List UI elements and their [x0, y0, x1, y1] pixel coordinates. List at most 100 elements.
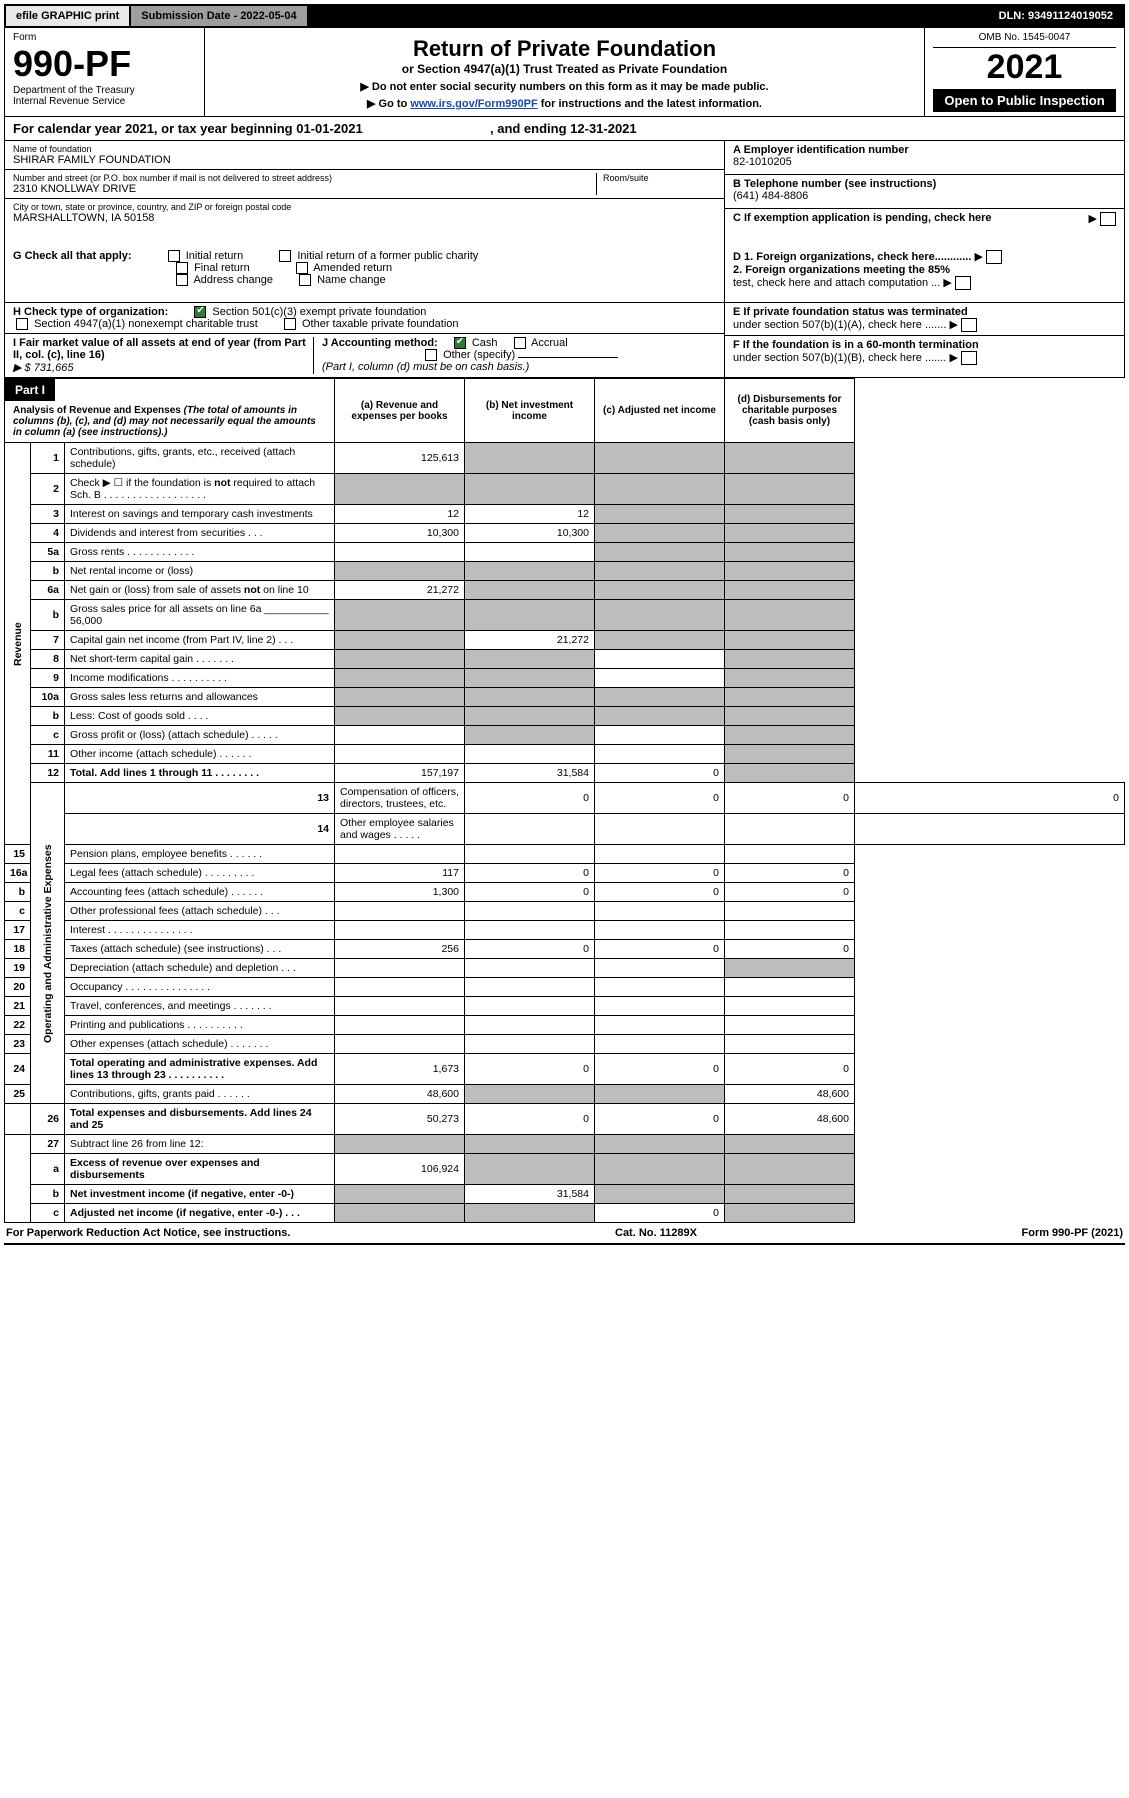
table-row-r3: 3Interest on savings and temporary cash … — [5, 505, 1125, 524]
cell-r27-a — [335, 1135, 465, 1154]
cell-r21-c — [595, 997, 725, 1016]
top-bar: efile GRAPHIC print Submission Date - 20… — [4, 4, 1125, 28]
cell-r27a-a: 106,924 — [335, 1154, 465, 1185]
j-other-checkbox[interactable] — [425, 349, 437, 361]
line-number: c — [31, 726, 65, 745]
cell-r20-a — [335, 978, 465, 997]
cell-r15-c — [595, 845, 725, 864]
cell-r10b-dd — [725, 707, 855, 726]
g-name-checkbox[interactable] — [299, 274, 311, 286]
table-row-r21: 21Travel, conferences, and meetings . . … — [5, 997, 1125, 1016]
table-row-r9: 9Income modifications . . . . . . . . . … — [5, 669, 1125, 688]
cell-r2-b — [465, 474, 595, 505]
j-cash-checkbox[interactable] — [454, 337, 466, 349]
line-desc: Total operating and administrative expen… — [65, 1054, 335, 1085]
cell-r11-a — [335, 745, 465, 764]
line-number: 8 — [31, 650, 65, 669]
e-checkbox[interactable]: ▶ — [949, 319, 977, 331]
line-desc: Check ▶ ☐ if the foundation is not requi… — [65, 474, 335, 505]
table-row-r5a: 5aGross rents . . . . . . . . . . . . — [5, 543, 1125, 562]
line-number: 7 — [31, 631, 65, 650]
table-row-r2: 2Check ▶ ☐ if the foundation is not requ… — [5, 474, 1125, 505]
line-desc: Adjusted net income (if negative, enter … — [65, 1204, 335, 1223]
table-row-r8: 8Net short-term capital gain . . . . . .… — [5, 650, 1125, 669]
line-number: 26 — [31, 1104, 65, 1135]
cell-r23-a — [335, 1035, 465, 1054]
cell-r23-dd — [725, 1035, 855, 1054]
line-number: 4 — [31, 524, 65, 543]
d1-checkbox[interactable]: ▶ — [974, 251, 1002, 263]
cell-r27-b — [465, 1135, 595, 1154]
dept-irs: Internal Revenue Service — [13, 96, 196, 107]
g-initial-checkbox[interactable] — [168, 250, 180, 262]
line-desc: Gross sales less returns and allowances — [65, 688, 335, 707]
cell-r2-c — [595, 474, 725, 505]
cell-r16c-dd — [725, 902, 855, 921]
line-desc: Pension plans, employee benefits . . . .… — [65, 845, 335, 864]
line-desc: Net rental income or (loss) — [65, 562, 335, 581]
j-accrual-checkbox[interactable] — [514, 337, 526, 349]
table-row-r10b: bLess: Cost of goods sold . . . . — [5, 707, 1125, 726]
line-number: 10a — [31, 688, 65, 707]
line-number: 1 — [31, 443, 65, 474]
cell-r16c-a — [335, 902, 465, 921]
table-row-r13: Operating and Administrative Expenses13C… — [5, 783, 1125, 814]
irs-link[interactable]: www.irs.gov/Form990PF — [410, 98, 537, 110]
col-a-header: (a) Revenue and expenses per books — [335, 379, 465, 443]
h-other-checkbox[interactable] — [284, 318, 296, 330]
dept-treasury: Department of the Treasury — [13, 85, 196, 96]
cell-r15-a — [335, 845, 465, 864]
i-value: ▶ $ 731,665 — [13, 362, 73, 374]
cell-r1-a: 125,613 — [335, 443, 465, 474]
g-amended-checkbox[interactable] — [296, 262, 308, 274]
line-number: 2 — [31, 474, 65, 505]
efile-chip[interactable]: efile GRAPHIC print — [6, 6, 131, 26]
table-row-r16c: cOther professional fees (attach schedul… — [5, 902, 1125, 921]
g-final-checkbox[interactable] — [176, 262, 188, 274]
table-row-r11: 11Other income (attach schedule) . . . .… — [5, 745, 1125, 764]
table-row-r6a: 6aNet gain or (loss) from sale of assets… — [5, 581, 1125, 600]
foundation-name: SHIRAR FAMILY FOUNDATION — [13, 154, 716, 166]
g-initial-former-checkbox[interactable] — [279, 250, 291, 262]
cell-r27c-a — [335, 1204, 465, 1223]
cell-r14-b — [595, 814, 725, 845]
cell-r6a-b — [465, 581, 595, 600]
form-note-ssn: ▶ Do not enter social security numbers o… — [225, 80, 904, 93]
cell-r25-dd: 48,600 — [725, 1085, 855, 1104]
line-number: 6a — [31, 581, 65, 600]
cell-r9-c — [595, 669, 725, 688]
f-label: F If the foundation is in a 60-month ter… — [733, 339, 979, 364]
cell-r6b-c — [595, 600, 725, 631]
cell-r5b-c — [595, 562, 725, 581]
cell-r26-a: 50,273 — [335, 1104, 465, 1135]
h-4947-checkbox[interactable] — [16, 318, 28, 330]
cell-r25-c — [595, 1085, 725, 1104]
table-row-r16a: 16aLegal fees (attach schedule) . . . . … — [5, 864, 1125, 883]
checkbox-section: G Check all that apply: Initial return I… — [4, 247, 1125, 378]
cell-r26-b: 0 — [465, 1104, 595, 1135]
line-number: 11 — [31, 745, 65, 764]
g-addr-checkbox[interactable] — [176, 274, 188, 286]
cell-r6a-c — [595, 581, 725, 600]
line-number: b — [31, 1185, 65, 1204]
line-desc: Gross rents . . . . . . . . . . . . — [65, 543, 335, 562]
side-label-blank — [5, 1135, 31, 1223]
line-desc: Other employee salaries and wages . . . … — [335, 814, 465, 845]
f-checkbox[interactable]: ▶ — [949, 352, 977, 364]
dln-chip: DLN: 93491124019052 — [989, 6, 1123, 26]
cell-r22-a — [335, 1016, 465, 1035]
line-desc: Gross sales price for all assets on line… — [65, 600, 335, 631]
h-501c3-checkbox[interactable] — [194, 306, 206, 318]
cell-r27b-b: 31,584 — [465, 1185, 595, 1204]
cell-r10a-b — [465, 688, 595, 707]
c-checkbox[interactable]: ▶ — [1088, 212, 1116, 226]
cell-r19-a — [335, 959, 465, 978]
cell-r11-b — [465, 745, 595, 764]
line-desc: Interest . . . . . . . . . . . . . . . — [65, 921, 335, 940]
table-row-r1: Revenue1Contributions, gifts, grants, et… — [5, 443, 1125, 474]
line-desc: Net short-term capital gain . . . . . . … — [65, 650, 335, 669]
cell-r3-a: 12 — [335, 505, 465, 524]
cell-r12-b: 31,584 — [465, 764, 595, 783]
line-number: b — [5, 883, 31, 902]
d2-checkbox[interactable]: ▶ — [943, 277, 971, 289]
